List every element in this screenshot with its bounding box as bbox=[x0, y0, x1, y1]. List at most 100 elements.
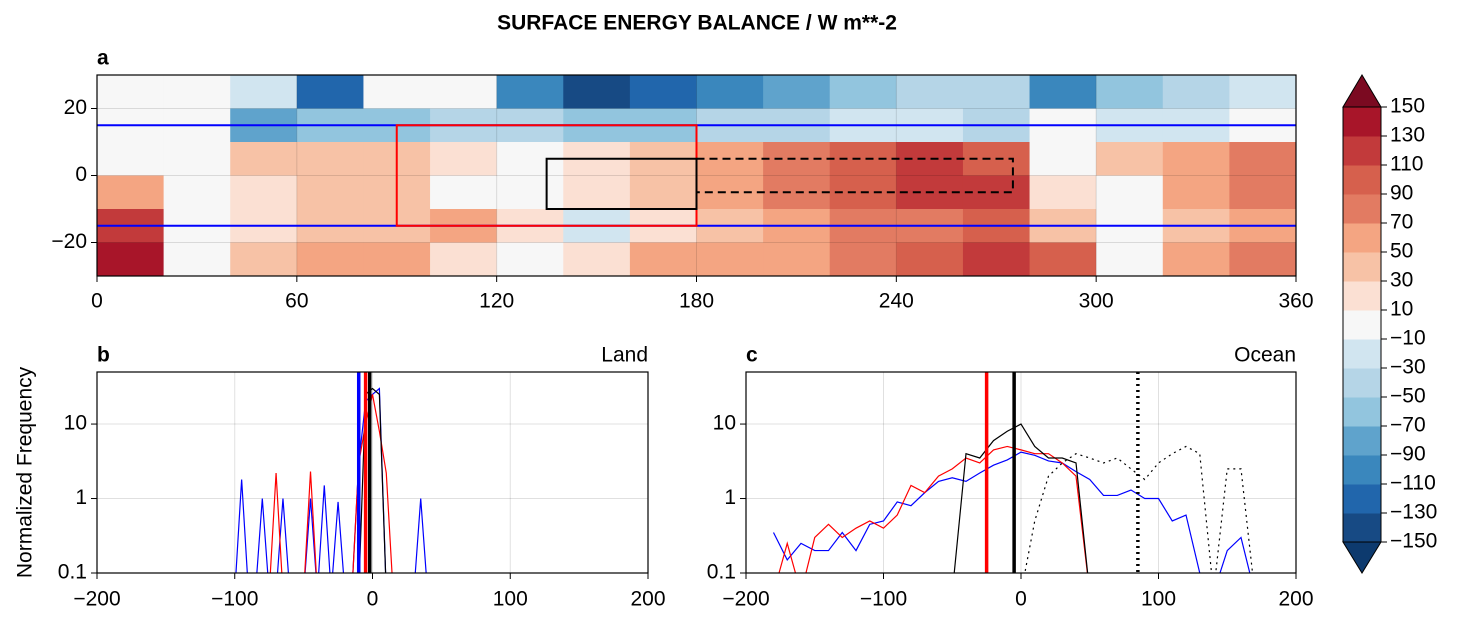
colorbar-tick-label: −10 bbox=[1390, 327, 1426, 350]
field-cell bbox=[97, 142, 165, 176]
field-cell bbox=[163, 142, 231, 176]
field-cell bbox=[629, 175, 697, 210]
axes-frame bbox=[96, 74, 1297, 277]
field-cell bbox=[1162, 175, 1230, 210]
field-cell bbox=[1162, 75, 1230, 109]
field-cell bbox=[296, 142, 364, 176]
field-cell bbox=[1096, 175, 1164, 210]
field-cell bbox=[230, 175, 298, 210]
panel-title: Ocean bbox=[1234, 344, 1296, 367]
colorbar-tick-label: 30 bbox=[1390, 269, 1413, 292]
field-cell bbox=[629, 75, 697, 109]
colorbar-bin bbox=[1343, 339, 1381, 369]
colorbar-tick-label: −70 bbox=[1390, 414, 1426, 437]
panel-label: a bbox=[97, 47, 109, 70]
field-cell bbox=[1162, 142, 1230, 176]
y-tick-label: −20 bbox=[51, 230, 87, 253]
x-tick-label: 0 bbox=[367, 588, 379, 611]
field-cell bbox=[896, 242, 964, 277]
x-tick-label: 240 bbox=[879, 290, 914, 313]
field-cell bbox=[230, 75, 298, 109]
field-cell bbox=[1229, 175, 1297, 210]
colorbar-tick-label: 90 bbox=[1390, 182, 1413, 205]
colorbar-tick-label: 150 bbox=[1390, 95, 1425, 118]
colorbar-bin bbox=[1343, 368, 1381, 398]
y-tick-label: 0 bbox=[75, 163, 87, 186]
field-cell bbox=[1029, 75, 1097, 109]
y-tick-label: 0.1 bbox=[58, 561, 87, 584]
colorbar-bin bbox=[1343, 484, 1381, 514]
y-tick-label: 1 bbox=[724, 486, 736, 509]
figure-title: SURFACE ENERGY BALANCE / W m**-2 bbox=[497, 12, 897, 35]
colorbar-tick-label: −130 bbox=[1390, 501, 1437, 524]
colorbar-tick-label: −110 bbox=[1390, 472, 1436, 495]
x-tick-label: 180 bbox=[679, 290, 714, 313]
colorbar-bin bbox=[1343, 513, 1381, 543]
field-cell bbox=[97, 242, 165, 277]
field-cell bbox=[1096, 242, 1164, 277]
field-cell bbox=[1229, 75, 1297, 109]
field-cell bbox=[763, 75, 831, 109]
axes-frame bbox=[745, 371, 1297, 574]
field-cell bbox=[230, 242, 298, 277]
colorbar-tick-label: −50 bbox=[1390, 385, 1426, 408]
colorbar-bin bbox=[1343, 165, 1381, 195]
field-cell bbox=[1029, 142, 1097, 176]
field-cell bbox=[430, 175, 498, 210]
field-cell bbox=[296, 75, 364, 109]
y-tick-label: 1 bbox=[75, 486, 87, 509]
field-cell bbox=[763, 242, 831, 277]
axes-frame bbox=[96, 371, 649, 574]
x-tick-label: 0 bbox=[91, 290, 103, 313]
colorbar-tick-label: 10 bbox=[1390, 298, 1413, 321]
x-tick-label: −200 bbox=[73, 588, 120, 611]
field-cell bbox=[163, 75, 231, 109]
y-tick-label: 10 bbox=[713, 412, 736, 435]
colorbar-bin bbox=[1343, 252, 1381, 282]
colorbar-tick-label: 130 bbox=[1390, 124, 1425, 147]
field-cell bbox=[1229, 242, 1297, 277]
field-cell bbox=[563, 242, 631, 277]
colorbar-tick-label: 50 bbox=[1390, 240, 1413, 263]
colorbar-tick-label: 110 bbox=[1390, 153, 1423, 176]
field-cell bbox=[296, 175, 364, 210]
colorbar-bin bbox=[1343, 223, 1381, 253]
field-cell bbox=[563, 175, 631, 210]
x-tick-label: 0 bbox=[1015, 588, 1027, 611]
x-tick-label: 100 bbox=[493, 588, 528, 611]
x-tick-label: −100 bbox=[211, 588, 258, 611]
colorbar-extend-high bbox=[1342, 74, 1382, 108]
field-cell bbox=[430, 75, 498, 109]
field-cell bbox=[829, 242, 897, 277]
field-cell bbox=[563, 75, 631, 109]
colorbar-extend-low bbox=[1342, 541, 1382, 574]
field-cell bbox=[363, 242, 431, 277]
colorbar-bin bbox=[1343, 397, 1381, 427]
field-cell bbox=[1229, 142, 1297, 176]
colorbar-tick-label: −90 bbox=[1390, 443, 1426, 466]
field-cell bbox=[962, 75, 1031, 109]
x-tick-label: 100 bbox=[1141, 588, 1176, 611]
histogram-line bbox=[358, 387, 387, 573]
field-cell bbox=[696, 242, 764, 277]
field-cell bbox=[163, 175, 231, 210]
field-cell bbox=[430, 242, 498, 277]
colorbar-bin bbox=[1343, 107, 1381, 137]
histogram-line bbox=[235, 387, 427, 573]
field-cell bbox=[496, 75, 564, 109]
y-tick-label: 0.1 bbox=[707, 561, 736, 584]
field-cell bbox=[363, 75, 431, 109]
colorbar-bin bbox=[1343, 426, 1381, 456]
field-cell bbox=[230, 142, 298, 176]
field-cell bbox=[829, 75, 897, 109]
field-cell bbox=[896, 75, 964, 109]
field-cell bbox=[1029, 242, 1097, 277]
colorbar-bin bbox=[1343, 310, 1381, 340]
field-cell bbox=[1029, 175, 1097, 210]
colorbar-bin bbox=[1343, 194, 1381, 224]
x-tick-label: −200 bbox=[722, 588, 769, 611]
field-cell bbox=[97, 75, 165, 109]
histogram-line bbox=[1024, 445, 1254, 573]
field-cell bbox=[163, 242, 231, 277]
